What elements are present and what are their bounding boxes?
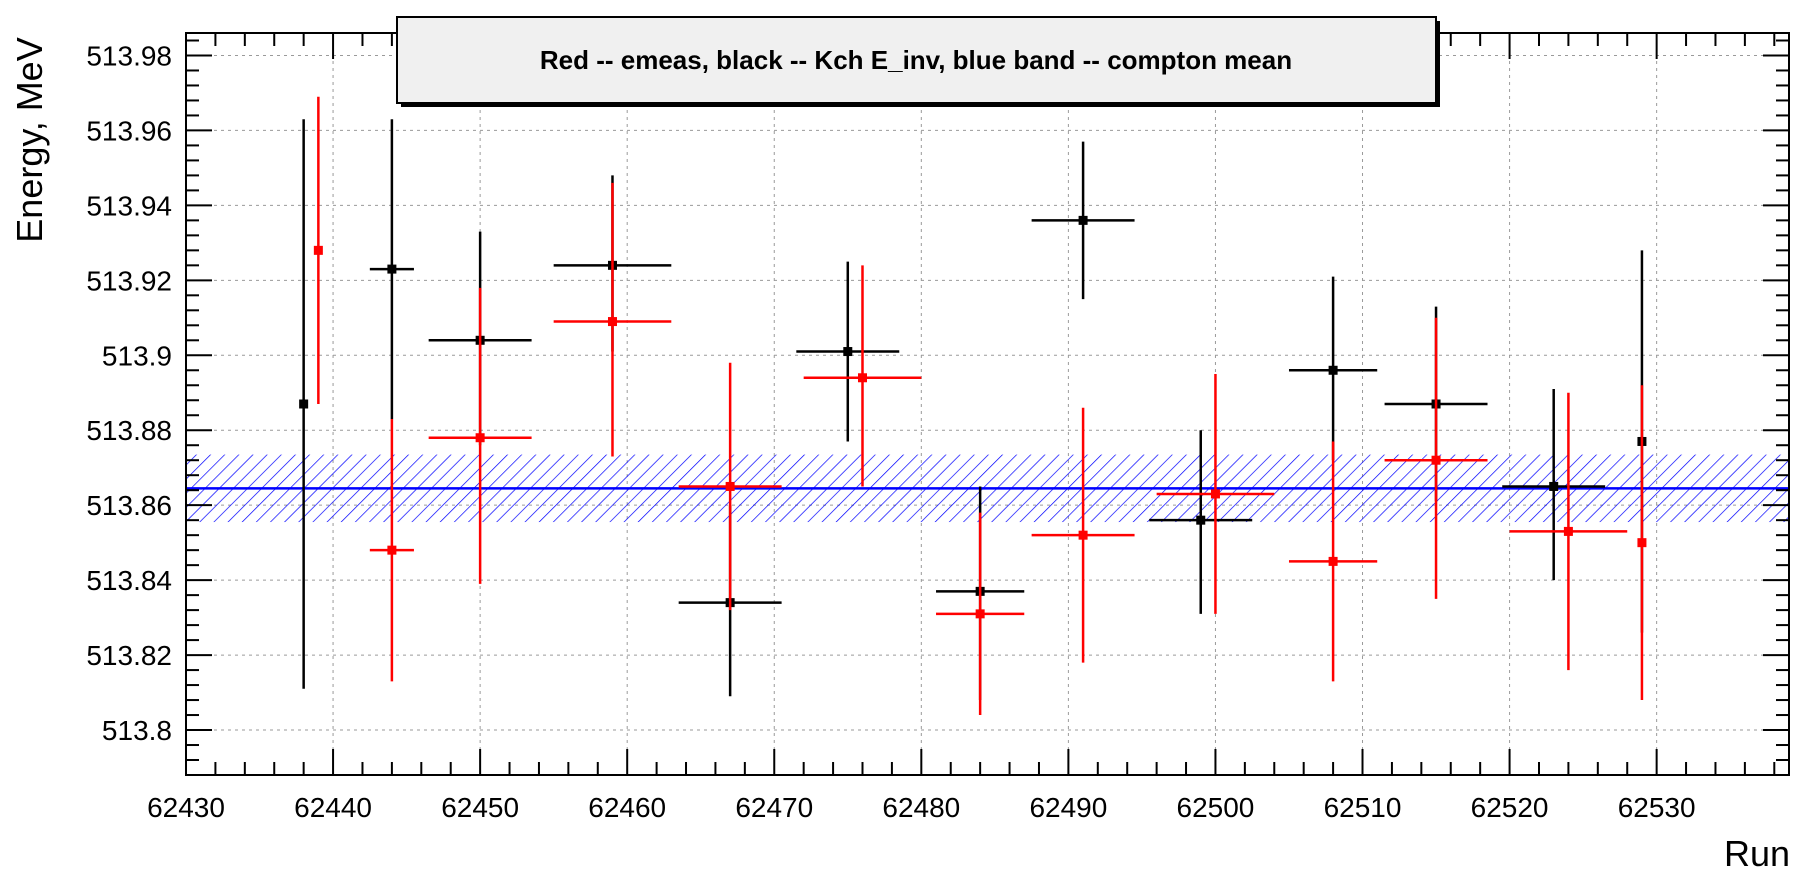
point-marker <box>1431 455 1441 465</box>
data-point <box>553 182 672 457</box>
data-point <box>803 265 922 487</box>
data-point <box>796 261 900 442</box>
compton-band <box>186 454 1789 523</box>
y-tick-label: 513.9 <box>102 340 172 371</box>
data-point <box>1288 276 1378 461</box>
y-tick-label: 513.92 <box>86 265 172 296</box>
point-marker <box>1328 556 1338 566</box>
point-marker <box>607 317 617 327</box>
x-tick-label: 62510 <box>1324 792 1402 823</box>
point-marker <box>1210 489 1220 499</box>
x-tick-label: 62530 <box>1618 792 1696 823</box>
point-marker <box>313 245 323 255</box>
point-marker <box>1196 515 1206 525</box>
point-marker <box>725 481 735 491</box>
data-point <box>678 362 782 611</box>
data-series <box>299 96 1647 716</box>
point-marker <box>387 264 397 274</box>
point-marker <box>975 609 985 619</box>
emeas-series <box>313 96 1647 716</box>
x-axis-title: Run <box>1724 833 1790 874</box>
x-tick-label: 62430 <box>147 792 225 823</box>
point-marker <box>1078 215 1088 225</box>
x-tick-label: 62520 <box>1471 792 1549 823</box>
y-tick-label: 513.88 <box>86 415 172 446</box>
data-point <box>936 512 1025 716</box>
y-tick-label: 513.86 <box>86 490 172 521</box>
x-tick-label: 62480 <box>882 792 960 823</box>
point-marker <box>843 347 853 357</box>
y-axis-title: Energy, MeV <box>9 37 50 242</box>
data-point <box>1149 430 1253 614</box>
y-tick-label: 513.96 <box>86 115 172 146</box>
x-tick-label: 62470 <box>735 792 813 823</box>
legend-box <box>396 16 1437 104</box>
point-marker <box>1078 530 1088 540</box>
y-tick-label: 513.94 <box>86 190 172 221</box>
point-marker <box>387 545 397 555</box>
point-marker <box>1328 365 1338 375</box>
point-marker <box>1637 538 1647 548</box>
axis-labels: Energy, MeV Run <box>9 37 1790 874</box>
x-tick-label: 62490 <box>1029 792 1107 823</box>
legend: Red -- emeas, black -- Kch E_inv, blue b… <box>396 16 1440 107</box>
point-marker <box>1563 526 1573 536</box>
x-tick-label: 62440 <box>294 792 372 823</box>
y-tick-label: 513.84 <box>86 565 172 596</box>
data-point <box>369 119 414 419</box>
data-point <box>1637 385 1647 701</box>
data-point <box>428 287 532 584</box>
data-point <box>1384 317 1488 599</box>
data-point <box>1031 141 1135 300</box>
x-tick-label: 62500 <box>1177 792 1255 823</box>
data-point <box>1156 374 1275 614</box>
y-tick-label: 513.82 <box>86 640 172 671</box>
point-marker <box>475 433 485 443</box>
y-tick-label: 513.8 <box>102 715 172 746</box>
x-tick-label: 62460 <box>588 792 666 823</box>
data-point <box>1509 392 1628 671</box>
point-marker <box>299 399 309 409</box>
data-point <box>313 96 323 404</box>
data-point <box>1502 389 1606 581</box>
point-marker <box>857 373 867 383</box>
y-tick-label: 513.98 <box>86 40 172 71</box>
data-point <box>299 119 309 689</box>
data-point <box>1031 407 1135 663</box>
point-marker <box>1549 481 1559 491</box>
data-point <box>1288 441 1378 682</box>
data-point <box>369 418 414 682</box>
legend-title: Red -- emeas, black -- Kch E_inv, blue b… <box>540 45 1292 75</box>
x-tick-label: 62450 <box>441 792 519 823</box>
